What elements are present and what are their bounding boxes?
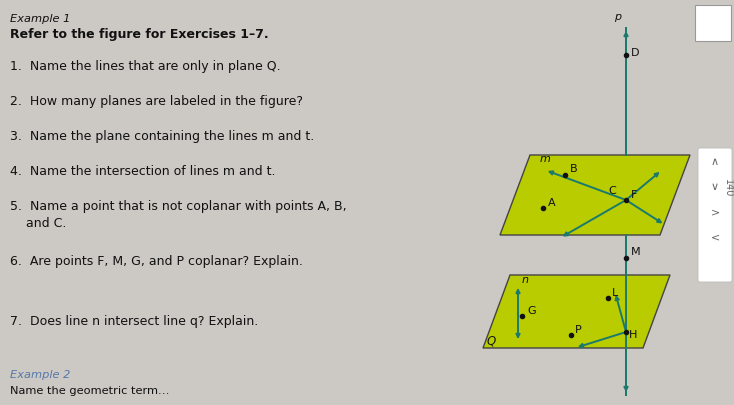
Text: Name the geometric term…: Name the geometric term… — [10, 386, 170, 396]
Text: 6.  Are points F, M, G, and P coplanar? Explain.: 6. Are points F, M, G, and P coplanar? E… — [10, 255, 303, 268]
Text: M: M — [631, 247, 641, 257]
Text: H: H — [629, 330, 637, 340]
Text: m: m — [540, 154, 551, 164]
Text: 4.  Name the intersection of lines m and t.: 4. Name the intersection of lines m and … — [10, 165, 275, 178]
Text: G: G — [527, 306, 536, 316]
Polygon shape — [483, 275, 670, 348]
Text: A: A — [548, 198, 556, 208]
Text: n: n — [522, 275, 529, 285]
Text: 7.  Does line n intersect line q? Explain.: 7. Does line n intersect line q? Explain… — [10, 315, 258, 328]
FancyBboxPatch shape — [698, 148, 732, 282]
Text: D: D — [631, 48, 639, 58]
Text: 3.  Name the plane containing the lines m and t.: 3. Name the plane containing the lines m… — [10, 130, 314, 143]
Text: P: P — [575, 325, 582, 335]
Text: Q: Q — [487, 334, 496, 347]
Text: p: p — [614, 12, 621, 22]
Text: 1.  Name the lines that are only in plane Q.: 1. Name the lines that are only in plane… — [10, 60, 280, 73]
Text: <: < — [711, 232, 719, 242]
Text: >: > — [711, 207, 719, 217]
Text: B: B — [570, 164, 578, 174]
Text: ∨: ∨ — [711, 182, 719, 192]
Polygon shape — [500, 155, 690, 235]
Text: and C.: and C. — [10, 217, 66, 230]
Text: F: F — [631, 190, 637, 200]
FancyBboxPatch shape — [695, 5, 731, 41]
Text: Refer to the figure for Exercises 1–7.: Refer to the figure for Exercises 1–7. — [10, 28, 269, 41]
Text: 5.  Name a point that is not coplanar with points A, B,: 5. Name a point that is not coplanar wit… — [10, 200, 346, 213]
Text: 140: 140 — [723, 179, 733, 197]
Text: Example 1: Example 1 — [10, 14, 70, 24]
Text: L: L — [612, 288, 618, 298]
Text: Example 2: Example 2 — [10, 370, 70, 380]
Text: ∧: ∧ — [711, 157, 719, 167]
Text: C: C — [608, 186, 616, 196]
Text: 2.  How many planes are labeled in the figure?: 2. How many planes are labeled in the fi… — [10, 95, 303, 108]
